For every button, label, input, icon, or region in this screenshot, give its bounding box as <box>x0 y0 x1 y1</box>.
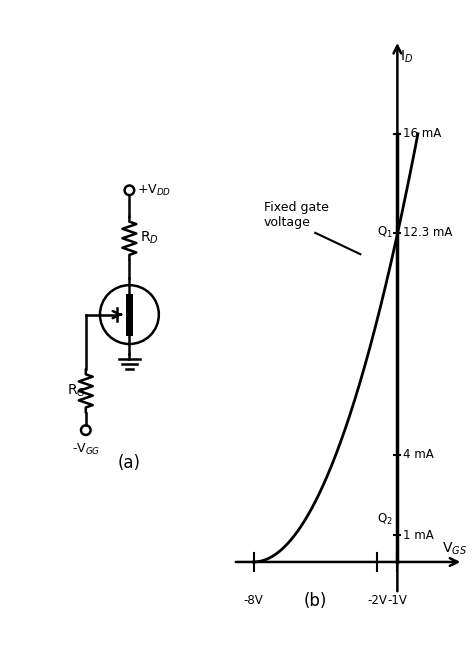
Text: Fixed gate
voltage: Fixed gate voltage <box>264 201 329 229</box>
Text: +V$_{DD}$: +V$_{DD}$ <box>137 183 171 198</box>
Text: R$_D$: R$_D$ <box>140 230 159 246</box>
Text: -2V: -2V <box>367 594 387 607</box>
Text: 12.3 mA: 12.3 mA <box>402 226 452 240</box>
Text: R$_G$: R$_G$ <box>67 383 86 399</box>
Text: (b): (b) <box>303 592 327 610</box>
Text: Q$_2$: Q$_2$ <box>377 512 393 527</box>
Text: -8V: -8V <box>244 594 264 607</box>
Text: Q$_1$: Q$_1$ <box>377 225 393 240</box>
Text: 16 mA: 16 mA <box>402 127 441 140</box>
Text: V$_{GS}$: V$_{GS}$ <box>442 541 467 557</box>
Text: -V$_{GG}$: -V$_{GG}$ <box>72 442 100 457</box>
Text: -1V: -1V <box>387 594 407 607</box>
Text: I$_D$: I$_D$ <box>401 48 414 65</box>
Text: 4 mA: 4 mA <box>402 448 433 462</box>
Text: 1 mA: 1 mA <box>402 529 433 542</box>
Text: (a): (a) <box>118 454 141 472</box>
